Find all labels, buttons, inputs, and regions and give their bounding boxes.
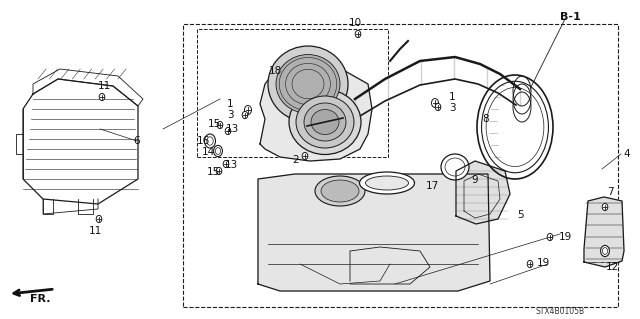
Text: 13: 13 (225, 124, 239, 134)
Ellipse shape (242, 111, 248, 119)
Text: 3: 3 (227, 110, 234, 120)
Ellipse shape (321, 180, 359, 202)
Bar (183, 24, 618, 307)
Ellipse shape (311, 109, 339, 135)
Text: 11: 11 (88, 226, 102, 236)
Ellipse shape (431, 99, 438, 108)
Text: 15: 15 (207, 119, 221, 129)
Text: 19: 19 (558, 232, 572, 242)
Ellipse shape (205, 134, 216, 148)
Ellipse shape (355, 30, 361, 38)
Ellipse shape (441, 154, 469, 180)
Ellipse shape (315, 176, 365, 206)
Ellipse shape (217, 122, 223, 129)
Text: 5: 5 (516, 210, 524, 220)
Polygon shape (456, 161, 510, 224)
Text: 9: 9 (472, 175, 478, 185)
Ellipse shape (360, 172, 415, 194)
Ellipse shape (99, 93, 105, 100)
Text: 16: 16 (196, 136, 210, 146)
Polygon shape (584, 197, 624, 267)
Text: 1: 1 (449, 92, 455, 102)
Ellipse shape (304, 103, 346, 141)
Text: 18: 18 (268, 66, 282, 76)
Ellipse shape (289, 90, 361, 154)
Text: 1: 1 (227, 99, 234, 109)
Text: 17: 17 (426, 181, 438, 191)
Ellipse shape (214, 145, 223, 157)
Text: 2: 2 (292, 155, 300, 165)
Text: 11: 11 (97, 81, 111, 91)
Text: 4: 4 (624, 149, 630, 159)
Text: 15: 15 (206, 167, 220, 177)
Ellipse shape (302, 152, 308, 160)
Text: 12: 12 (605, 262, 619, 272)
Ellipse shape (96, 215, 102, 223)
Text: 7: 7 (607, 187, 613, 197)
Text: 8: 8 (483, 114, 490, 124)
Ellipse shape (268, 46, 348, 122)
Text: 19: 19 (536, 258, 550, 268)
Text: B-1: B-1 (559, 12, 580, 22)
Ellipse shape (600, 245, 609, 256)
Ellipse shape (216, 167, 222, 174)
Polygon shape (258, 174, 490, 291)
Ellipse shape (276, 55, 340, 114)
Ellipse shape (296, 96, 354, 148)
Ellipse shape (244, 106, 252, 115)
Ellipse shape (365, 176, 408, 190)
Ellipse shape (527, 260, 532, 268)
Text: FR.: FR. (29, 294, 51, 304)
Ellipse shape (225, 127, 231, 135)
Text: 10: 10 (348, 18, 362, 28)
Text: 14: 14 (202, 147, 214, 157)
Text: 13: 13 (225, 160, 237, 170)
Bar (197, 29, 388, 157)
Text: 3: 3 (449, 103, 455, 113)
Text: STX4B0105B: STX4B0105B (536, 307, 584, 315)
Polygon shape (260, 64, 372, 161)
Ellipse shape (602, 204, 608, 211)
Ellipse shape (547, 234, 553, 241)
Ellipse shape (223, 160, 229, 167)
Text: 6: 6 (134, 136, 140, 146)
Ellipse shape (435, 103, 441, 111)
